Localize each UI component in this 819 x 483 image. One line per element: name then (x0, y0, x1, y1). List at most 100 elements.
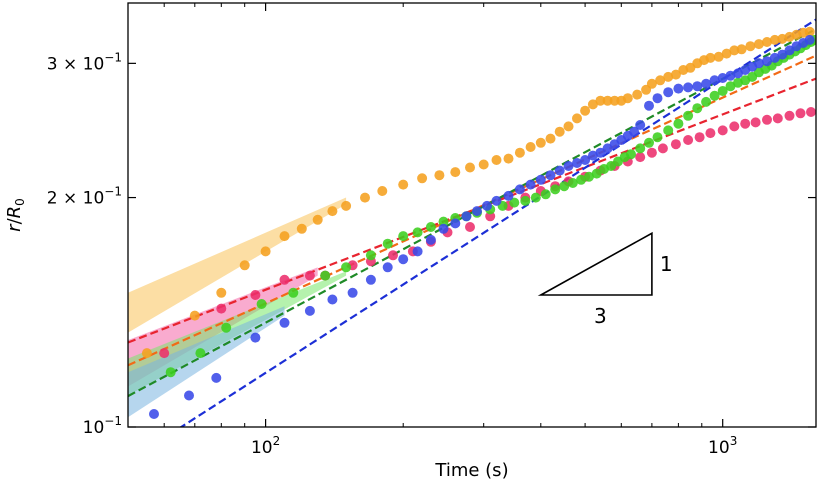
series-3-point-16 (472, 206, 482, 217)
series-0-point-17 (478, 159, 489, 170)
series-3-point-24 (554, 165, 565, 176)
x-tick-label-0: 102 (251, 434, 280, 458)
series-2-point-40 (701, 96, 712, 107)
series-1-point-24 (646, 147, 657, 158)
series-0-point-3 (239, 260, 250, 271)
slope-rise-label: 1 (660, 252, 673, 276)
y-tick-label-1: 2 × 10−1 (47, 185, 122, 209)
series-2-point-42 (717, 86, 728, 96)
series-3-point-9 (382, 262, 393, 273)
series-0-point-1 (189, 310, 200, 321)
series-3-point-15 (461, 211, 472, 222)
series-0-point-34 (632, 89, 643, 100)
series-1-point-35 (772, 113, 783, 124)
series-1-point-0 (159, 348, 170, 359)
series-2-point-32 (626, 149, 636, 160)
series-2-point-20 (530, 192, 541, 203)
series-1-point-34 (762, 114, 772, 125)
series-0-point-14 (434, 170, 445, 181)
series-3-point-20 (514, 184, 525, 195)
series-0-point-9 (341, 200, 352, 211)
series-0-point-8 (327, 206, 338, 217)
series-2-point-19 (520, 195, 531, 206)
series-3-point-2 (211, 372, 222, 383)
series-0-point-48 (736, 44, 747, 55)
series-0-point-2 (216, 287, 227, 298)
series-2-point-34 (644, 137, 654, 148)
series-1-point-37 (795, 108, 806, 119)
series-1-point-32 (740, 118, 751, 129)
series-3-point-26 (572, 158, 582, 168)
series-0-point-52 (769, 34, 780, 45)
series-0-point-10 (360, 192, 370, 203)
series-1-fit-line (128, 77, 816, 344)
series-3-point-5 (304, 305, 315, 316)
series-3-point-1 (184, 390, 194, 401)
series-3-point-36 (644, 100, 654, 111)
series-3-point-34 (629, 126, 640, 137)
series-0-point-37 (655, 75, 666, 86)
series-3-point-38 (663, 87, 674, 98)
y-ticks: 10−1 2 × 10−1 3 × 10−1 (47, 50, 816, 438)
series-3-point-7 (347, 287, 358, 298)
series-3-point-28 (587, 150, 598, 161)
series-3-point-10 (398, 254, 409, 265)
series-1-point-3 (279, 274, 290, 285)
slope-run-label: 3 (594, 304, 607, 328)
series-0-point-12 (398, 179, 409, 190)
series-3-point-50 (762, 56, 772, 67)
series-0-point-28 (587, 99, 598, 110)
series-3-point-25 (563, 161, 574, 171)
series-0-point-18 (491, 155, 502, 165)
series-0-point-39 (670, 69, 681, 80)
series-3-point-0 (149, 409, 159, 419)
series-0-point-21 (525, 142, 536, 152)
y-tick-label-0: 10−1 (83, 414, 122, 438)
series-1-point-23 (635, 152, 646, 163)
series-0-point-24 (554, 126, 565, 137)
slope-triangle: 13 (537, 231, 673, 328)
series-3-point-18 (491, 195, 502, 206)
series-0-point-33 (622, 93, 633, 104)
series-3-point-13 (438, 223, 449, 234)
series-0-point-4 (260, 246, 271, 257)
series-3-point-35 (635, 120, 646, 130)
series-0-point-7 (312, 214, 323, 225)
series-3-point-8 (365, 274, 376, 285)
series-3-point-39 (673, 83, 684, 94)
series-2-point-37 (673, 118, 684, 129)
series-1-point-29 (705, 128, 716, 139)
series-2-point-22 (550, 184, 561, 195)
series-0-point-20 (514, 147, 525, 158)
series-3-point-56 (804, 34, 815, 45)
series-1-point-1 (216, 303, 227, 314)
series-2-point-33 (635, 143, 646, 154)
series-0-point-51 (762, 37, 772, 47)
series-3-point-43 (709, 75, 720, 86)
series-2-point-41 (709, 90, 720, 101)
series-3-point-11 (412, 246, 423, 257)
series-3-point-40 (683, 82, 694, 93)
series-3-point-49 (753, 58, 764, 69)
series-2-point-25 (576, 174, 587, 185)
series-1-point-38 (806, 107, 816, 117)
series-3-point-21 (525, 179, 536, 190)
series-3-point-29 (595, 147, 606, 158)
series-1-point-13 (485, 211, 496, 222)
series-0-point-29 (595, 95, 606, 106)
x-tick-label-1: 103 (708, 434, 737, 458)
series-2-point-26 (584, 171, 594, 182)
series-3-point-51 (769, 52, 780, 63)
series-2-point-24 (567, 178, 578, 188)
series-3-point-6 (327, 294, 338, 305)
series-2-point-4 (288, 287, 299, 298)
series-0-point-57 (804, 26, 815, 37)
series-1-point-26 (670, 139, 681, 150)
series-3-point-37 (652, 93, 663, 104)
series-2-point-38 (683, 110, 694, 121)
series-2-point-36 (663, 125, 674, 136)
series-0-point-6 (296, 223, 307, 234)
series-1-point-31 (729, 121, 740, 132)
series-0-point-49 (745, 41, 756, 52)
